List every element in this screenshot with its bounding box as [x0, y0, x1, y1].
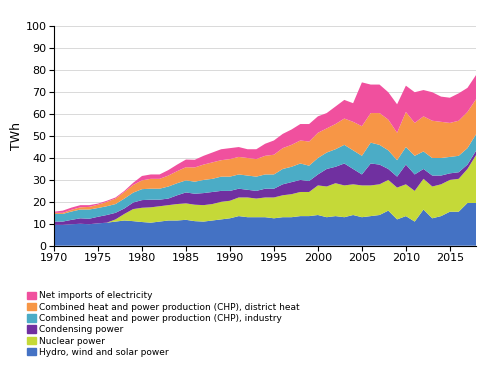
Y-axis label: TWh: TWh: [10, 122, 23, 150]
Legend: Net imports of electricity, Combined heat and power production (CHP), district h: Net imports of electricity, Combined hea…: [25, 290, 301, 359]
